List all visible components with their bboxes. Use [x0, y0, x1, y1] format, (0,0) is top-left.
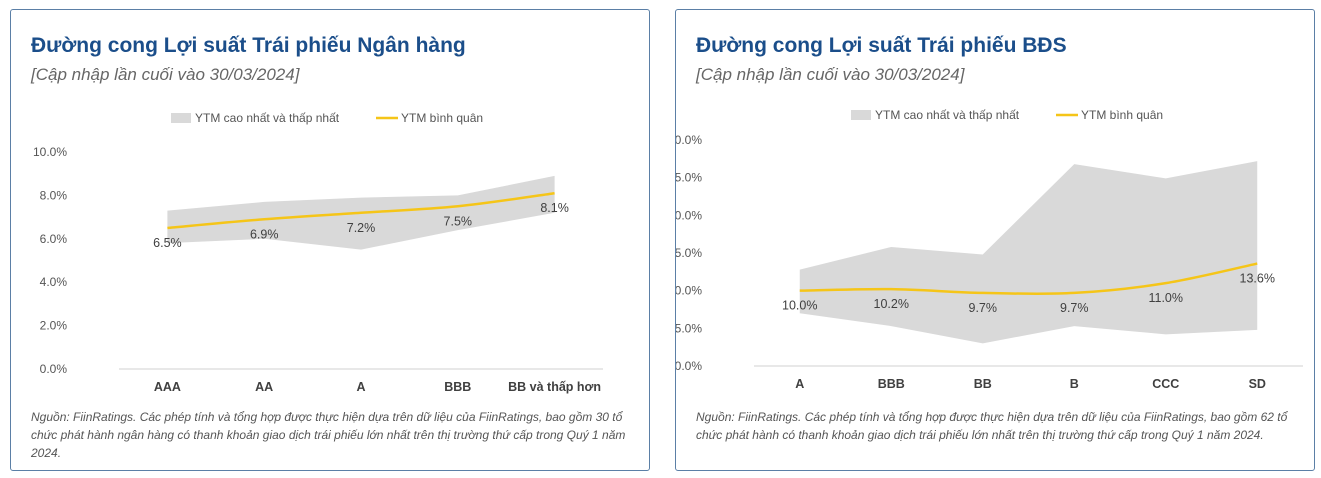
chart-footnote: Nguồn: FiinRatings. Các phép tính và tổn…	[696, 410, 1288, 442]
data-label: 10.0%	[782, 299, 817, 313]
chart-title: Đường cong Lợi suất Trái phiếu Ngân hàng	[31, 34, 466, 57]
chart-subtitle: [Cập nhập lần cuối vào 30/03/2024]	[696, 65, 965, 84]
y-tick-label: 15.0%	[676, 246, 702, 260]
data-label: 7.2%	[347, 221, 376, 235]
x-category-label: AAA	[154, 380, 181, 394]
y-tick-label: 6.0%	[40, 232, 68, 246]
x-category-label: BBB	[878, 377, 905, 391]
legend-range-label: YTM cao nhất và thấp nhất	[195, 111, 340, 125]
legend-avg-label: YTM bình quân	[401, 111, 483, 125]
x-category-label: SD	[1249, 377, 1266, 391]
real-estate-yield-card: Đường cong Lợi suất Trái phiếu BĐS [Cập …	[675, 9, 1315, 471]
y-tick-label: 20.0%	[676, 208, 702, 222]
y-tick-label: 0.0%	[676, 359, 702, 373]
data-label: 7.5%	[444, 214, 473, 228]
x-category-label: BB và thấp hơn	[508, 380, 601, 394]
y-tick-label: 10.0%	[676, 284, 702, 298]
y-tick-label: 8.0%	[40, 188, 68, 202]
ytm-average-line	[167, 191, 555, 230]
x-category-label: B	[1070, 377, 1079, 391]
y-tick-label: 2.0%	[40, 319, 68, 333]
chart-subtitle: [Cập nhập lần cuối vào 30/03/2024]	[31, 65, 300, 84]
x-category-label: BBB	[444, 380, 471, 394]
x-category-label: AA	[255, 380, 273, 394]
data-label: 10.2%	[874, 297, 909, 311]
data-label: 9.7%	[1060, 301, 1089, 315]
x-category-label: BB	[974, 377, 992, 391]
legend-range-swatch	[171, 113, 191, 123]
y-tick-label: 10.0%	[33, 145, 67, 159]
x-category-label: CCC	[1152, 377, 1179, 391]
chart-footnote: Nguồn: FiinRatings. Các phép tính và tổn…	[31, 410, 626, 460]
legend-range-label: YTM cao nhất và thấp nhất	[875, 108, 1020, 122]
data-label: 11.0%	[1148, 291, 1183, 305]
y-tick-label: 25.0%	[676, 171, 702, 185]
data-label: 6.9%	[250, 227, 279, 241]
legend-avg-label: YTM bình quân	[1081, 108, 1163, 122]
y-tick-label: 4.0%	[40, 275, 68, 289]
x-category-label: A	[356, 380, 365, 394]
x-category-label: A	[795, 377, 804, 391]
data-label: 9.7%	[969, 301, 998, 315]
y-tick-label: 30.0%	[676, 133, 702, 147]
y-tick-label: 0.0%	[40, 362, 68, 376]
data-label: 8.1%	[540, 201, 569, 215]
data-label: 6.5%	[153, 236, 182, 250]
bank-yield-chart: YTM cao nhất và thấp nhất YTM bình quân 0.…	[33, 111, 603, 394]
ytm-average-line	[799, 262, 1258, 296]
bank-yield-card: Đường cong Lợi suất Trái phiếu Ngân hàng…	[10, 9, 650, 471]
ytm-range-area	[799, 161, 1258, 344]
real-estate-yield-chart: YTM cao nhất và thấp nhất YTM bình quân 0.…	[676, 108, 1303, 391]
data-label: 13.6%	[1240, 272, 1275, 286]
chart-title: Đường cong Lợi suất Trái phiếu BĐS	[696, 34, 1067, 57]
y-tick-label: 5.0%	[676, 321, 702, 335]
legend-range-swatch	[851, 110, 871, 120]
